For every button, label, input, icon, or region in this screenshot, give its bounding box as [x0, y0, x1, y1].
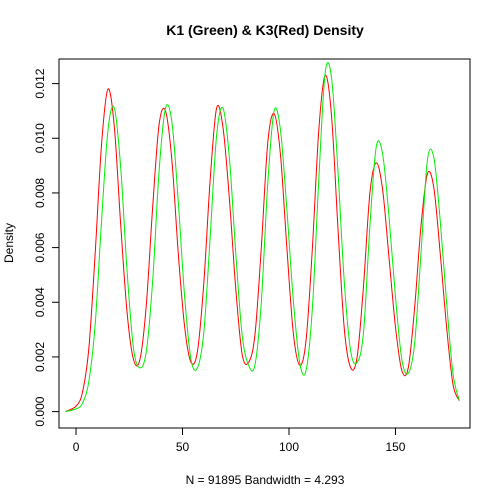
y-axis: 0.000 0.002 0.004 0.006 0.008 0.010 0.012	[33, 68, 59, 427]
x-tick-label: 50	[176, 440, 190, 454]
x-tick-label: 100	[279, 440, 299, 454]
series-line-green	[65, 62, 460, 413]
y-tick-label: 0.008	[33, 178, 47, 208]
y-axis-label: Density	[2, 223, 16, 263]
series-layer	[65, 62, 460, 413]
y-tick-label: 0.006	[33, 232, 47, 262]
x-axis-label: N = 91895 Bandwidth = 4.293	[186, 473, 345, 487]
chart-title: K1 (Green) & K3(Red) Density	[166, 22, 364, 38]
y-tick-label: 0.010	[33, 123, 47, 153]
plot-frame	[58, 58, 471, 429]
x-axis: 0 50 100 150	[73, 428, 406, 454]
y-tick-label: 0.004	[33, 287, 47, 317]
series-line-red	[65, 74, 460, 413]
x-tick-label: 0	[73, 440, 80, 454]
x-tick-label: 150	[385, 440, 405, 454]
y-tick-label: 0.012	[33, 68, 47, 98]
y-tick-label: 0.000	[33, 396, 47, 426]
y-tick-label: 0.002	[33, 342, 47, 372]
